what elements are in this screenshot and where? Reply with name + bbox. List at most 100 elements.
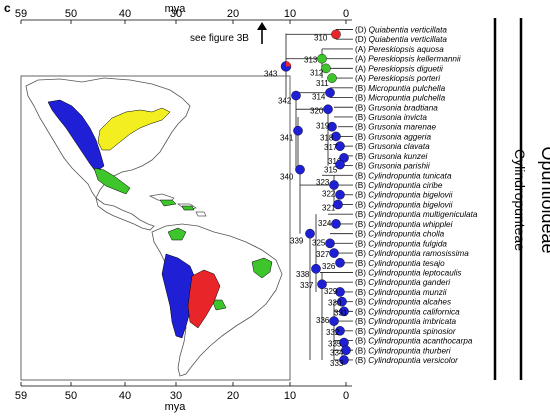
node-label: 316: [328, 157, 342, 166]
node-pie: [329, 248, 339, 258]
node-label: 326: [322, 262, 336, 271]
area-b-blue-andes: [161, 253, 197, 339]
node-label: 339: [290, 237, 304, 246]
tip-area: (D): [355, 35, 369, 44]
tip-label: (B) Cylindropuntia thurberi: [355, 346, 451, 355]
tip-species: Cylindropuntia imbricata: [368, 317, 456, 326]
node-pie: [291, 90, 301, 101]
tip-area: (B): [355, 171, 368, 180]
tip-area: (B): [355, 249, 368, 258]
tip-area: (B): [355, 210, 368, 219]
node-pie: [335, 141, 345, 151]
tip-area: (B): [355, 346, 368, 355]
node-pie: [321, 63, 331, 74]
node-pie: [323, 104, 333, 115]
node-pie: [325, 87, 335, 98]
tip-area: (B): [355, 191, 368, 200]
node-pie: [329, 180, 339, 190]
node-label: 324: [318, 219, 332, 228]
node-label: 336: [316, 316, 330, 325]
node-pie: [331, 131, 341, 142]
tip-label: (B) Cylindropuntia versicolor: [355, 356, 458, 365]
tip-species: Cylindropuntia tesajo: [368, 259, 445, 268]
node-label: 310: [314, 33, 328, 42]
tip-label: (B) Cylindropuntia californica: [355, 307, 460, 316]
tip-area: (B): [355, 94, 368, 103]
node-label: 330: [328, 299, 342, 308]
bottom-axis-title: mya: [165, 401, 187, 413]
tip-label: (B) Micropuntia pulchella: [355, 84, 446, 93]
node-label: 312: [310, 68, 324, 77]
node-pie: [317, 53, 327, 64]
area-d-red: [187, 269, 221, 329]
node-label: 331: [334, 308, 348, 317]
area-a-green-mexico: [93, 167, 131, 195]
americas-map: [25, 77, 283, 377]
node-pie: [327, 121, 337, 132]
node-label: 340: [280, 173, 294, 182]
tip-area: (D): [355, 26, 369, 35]
node-label: 333: [330, 359, 344, 368]
area-a-green-caribbean: [159, 199, 195, 211]
axis-tick-label: 50: [65, 8, 77, 20]
tip-species: Grusonia kunzei: [368, 152, 427, 161]
area-a-green-sa-north: [167, 227, 187, 241]
node-label: 317: [324, 143, 338, 152]
tip-species: Cylindropuntia versicolor: [368, 356, 458, 365]
node-pie: [311, 263, 321, 274]
node-pie: [341, 345, 351, 356]
node-pie: [325, 238, 335, 249]
tip-label: (B) Cylindropuntia tunicata: [355, 171, 452, 180]
tip-species: Cylindropuntia spinosior: [368, 327, 456, 336]
tip-species: Quiabentia verticillata: [369, 26, 448, 35]
node-pie: [331, 29, 341, 40]
tip-label: (B) Cylindropuntia imbricata: [355, 317, 456, 326]
node-pie-slice: [286, 61, 291, 67]
node-label: 341: [280, 134, 294, 143]
tip-label: (B) Cylindropuntia ciribe: [355, 181, 443, 190]
top-axis-title: mya: [165, 3, 187, 15]
tip-area: (B): [355, 239, 368, 248]
tip-label: (B) Cylindropuntia cholla: [355, 230, 445, 239]
node-pie: [335, 189, 345, 200]
tip-area: (B): [355, 142, 368, 151]
node-pie: [317, 279, 327, 290]
tip-area: (B): [355, 298, 368, 307]
node-label: 311: [316, 79, 329, 88]
axis-tick-label: 50: [65, 390, 77, 402]
ancestral-nodes: 3103133123113143203193183173163153233223…: [264, 29, 351, 368]
tip-area: (B): [355, 259, 368, 268]
tip-species: Grusonia clavata: [368, 142, 430, 151]
axis-tick-label: 40: [119, 390, 131, 402]
tip-label: (B) Cylindropuntia alcahes: [355, 298, 451, 307]
tip-label: (B) Cylindropuntia ramosissima: [355, 249, 469, 258]
axis-tick-label: 59: [15, 390, 27, 402]
tip-area: (B): [355, 200, 368, 209]
tip-species: Micropuntia pulchella: [368, 94, 445, 103]
tip-area: (B): [355, 84, 368, 93]
tip-label: (B) Grusonia marenae: [355, 123, 436, 132]
tip-label: (B) Cylindropuntia bigelovii: [355, 191, 453, 200]
node-pie: [305, 228, 315, 239]
tip-label: (B) Cylindropuntia multigeniculata: [355, 210, 478, 219]
axis-tick-label: 40: [119, 8, 131, 20]
tip-area: (B): [355, 162, 368, 171]
node-label: 315: [324, 166, 338, 175]
node-label: 313: [304, 56, 318, 65]
tip-label: (A) Pereskiopsis porteri: [355, 74, 440, 83]
node-label: 332: [326, 328, 340, 337]
tip-species: Cylindropuntia cholla: [368, 230, 444, 239]
node-label: 343: [264, 69, 278, 78]
axis-tick-label: 10: [284, 8, 296, 20]
node-label: 334: [330, 348, 344, 357]
node-pie: [331, 219, 341, 229]
axis-tick-label: 20: [227, 390, 239, 402]
node-label: 337: [300, 281, 314, 290]
node-pie: [335, 326, 345, 336]
tip-label: (B) Grusonia clavata: [355, 142, 430, 151]
node-label: 322: [322, 190, 336, 199]
tip-label: (B) Cylindropuntia munzii: [355, 288, 447, 297]
tip-label: (B) Grusonia bradtiana: [355, 103, 438, 112]
node-pie: [339, 306, 349, 317]
